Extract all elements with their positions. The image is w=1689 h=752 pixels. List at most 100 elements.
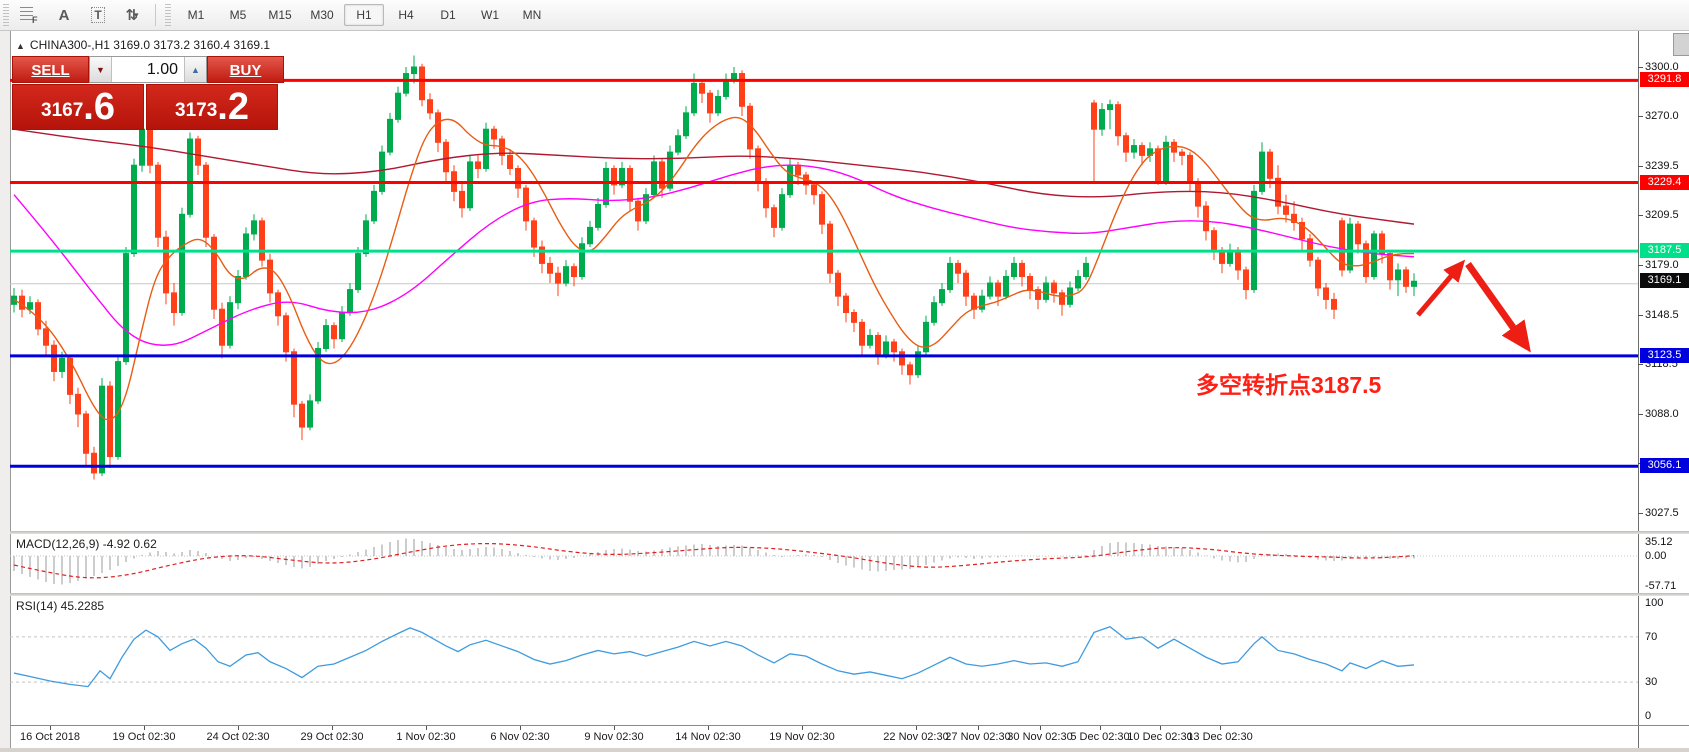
timeframe-button-M1[interactable]: M1 <box>187 8 205 22</box>
timeframe-group: M1 M5 M15 M30 H1 H4 D1 W1 MN <box>175 4 553 26</box>
sell-price-display[interactable]: 3167.6 <box>12 84 144 130</box>
time-tick-mark <box>1220 726 1221 730</box>
label-icon[interactable]: T <box>83 3 113 27</box>
volume-input[interactable] <box>112 57 184 82</box>
collapse-icon[interactable]: ▲ <box>16 41 25 51</box>
toolbar: F A T ⇅ ▾ M1 M5 M15 M30 H1 H4 D1 W1 MN <box>0 0 1689 31</box>
timeframe-button-MN[interactable]: MN <box>522 8 542 22</box>
price-tick-mark <box>1638 414 1643 415</box>
price-level-badge: 3169.1 <box>1640 273 1689 288</box>
time-tick-label: 27 Nov 02:30 <box>945 731 1011 743</box>
toolbar-drag-handle-2[interactable] <box>165 4 171 26</box>
time-tick-mark <box>916 726 917 730</box>
volume-box: ▼ ▲ <box>89 56 207 83</box>
time-tick-mark <box>1160 726 1161 730</box>
macd-label: MACD(12,26,9) -4.92 0.62 <box>16 537 157 551</box>
time-tick-mark <box>238 726 239 730</box>
rsi-label: RSI(14) 45.2285 <box>16 599 105 613</box>
svg-text:F: F <box>32 15 38 24</box>
price-tick-mark <box>1638 116 1643 117</box>
time-tick-mark <box>1100 726 1101 730</box>
text-icon[interactable]: A <box>58 6 70 24</box>
pane-splitter-macd[interactable] <box>10 531 1689 534</box>
time-tick-mark <box>708 726 709 730</box>
time-tick-mark <box>426 726 427 730</box>
window-bottom-edge <box>0 748 1689 752</box>
chevron-down-icon: ▾ <box>134 9 139 20</box>
arrows-icon[interactable]: ⇅ ▾ <box>125 7 139 24</box>
sell-button[interactable]: SELL <box>12 56 89 83</box>
chart-annotation-text: 多空转折点3187.5 <box>1196 372 1382 398</box>
one-click-trade-panel: SELL ▼ ▲ BUY 3167.6 3173.2 <box>12 56 284 130</box>
price-level-badge: 3229.4 <box>1640 175 1689 190</box>
indicator-tick-label: -57.71 <box>1645 580 1677 592</box>
scrollbar-thumb[interactable] <box>1673 33 1689 56</box>
timeframe-button-M30[interactable]: M30 <box>310 8 334 22</box>
indicator-tick-label: 30 <box>1645 676 1658 688</box>
indicator-tick-label: 0 <box>1645 710 1652 722</box>
time-tick-mark <box>520 726 521 730</box>
price-tick-mark <box>1638 315 1643 316</box>
timeframe-button-D1[interactable]: D1 <box>440 8 456 22</box>
time-tick-mark <box>50 726 51 730</box>
price-tick-mark <box>1638 67 1643 68</box>
indicator-tick-label: 70 <box>1645 631 1658 643</box>
price-tick-mark <box>1638 215 1643 216</box>
fibonacci-icon[interactable]: F <box>15 3 45 27</box>
time-tick-label: 1 Nov 02:30 <box>396 731 456 743</box>
price-tick-mark <box>1638 364 1643 365</box>
price-tick-label: 3239.5 <box>1645 160 1679 172</box>
timeframe-button-W1[interactable]: W1 <box>481 8 499 22</box>
time-tick-label: 19 Oct 02:30 <box>112 731 176 743</box>
price-axis-border <box>1638 31 1639 748</box>
symbol-ohlc-text: CHINA300-,H1 3169.0 3173.2 3160.4 3169.1 <box>29 38 271 52</box>
pane-splitter-rsi[interactable] <box>10 593 1689 596</box>
time-tick-label: 30 Nov 02:30 <box>1007 731 1073 743</box>
time-tick-label: 29 Oct 02:30 <box>300 731 364 743</box>
price-tick-label: 3179.0 <box>1645 259 1679 271</box>
buy-button[interactable]: BUY <box>207 56 284 83</box>
price-level-badge: 3123.5 <box>1640 348 1689 363</box>
time-tick-mark <box>614 726 615 730</box>
time-tick-label: 14 Nov 02:30 <box>675 731 741 743</box>
price-level-badge: 3291.8 <box>1640 72 1689 87</box>
left-gutter <box>0 31 11 752</box>
time-tick-label: 13 Dec 02:30 <box>1187 731 1253 743</box>
time-tick-label: 16 Oct 2018 <box>20 731 80 743</box>
price-chart-plot[interactable] <box>10 33 1638 531</box>
toolbar-drag-handle[interactable] <box>3 4 9 26</box>
macd-plot[interactable] <box>10 534 1638 593</box>
indicator-tick-label: 100 <box>1645 597 1664 609</box>
price-level-badge: 3187.5 <box>1640 243 1689 258</box>
price-tick-mark <box>1638 166 1643 167</box>
price-tick-label: 3270.0 <box>1645 110 1679 122</box>
symbol-header: ▲ CHINA300-,H1 3169.0 3173.2 3160.4 3169.… <box>16 38 270 52</box>
time-tick-label: 9 Nov 02:30 <box>584 731 644 743</box>
time-tick-label: 5 Dec 02:30 <box>1070 731 1130 743</box>
time-tick-label: 10 Dec 02:30 <box>1127 731 1193 743</box>
rsi-plot[interactable] <box>10 596 1638 725</box>
price-tick-label: 3300.0 <box>1645 61 1679 73</box>
buy-price-display[interactable]: 3173.2 <box>146 84 278 130</box>
timeframe-button-H4[interactable]: H4 <box>398 8 414 22</box>
time-tick-label: 22 Nov 02:30 <box>883 731 949 743</box>
volume-increase-button[interactable]: ▲ <box>184 57 206 82</box>
time-axis-border <box>10 725 1689 726</box>
volume-decrease-button[interactable]: ▼ <box>90 57 112 82</box>
time-tick-label: 24 Oct 02:30 <box>206 731 270 743</box>
price-tick-label: 3209.5 <box>1645 209 1679 221</box>
price-tick-mark <box>1638 513 1643 514</box>
time-tick-label: 19 Nov 02:30 <box>769 731 835 743</box>
time-tick-mark <box>978 726 979 730</box>
timeframe-button-M5[interactable]: M5 <box>229 8 247 22</box>
price-level-badge: 3056.1 <box>1640 458 1689 473</box>
time-tick-label: 6 Nov 02:30 <box>490 731 550 743</box>
price-tick-label: 3088.0 <box>1645 408 1679 420</box>
indicator-tick-label: 0.00 <box>1645 550 1667 562</box>
timeframe-button-H1[interactable]: H1 <box>344 4 384 26</box>
time-tick-mark <box>1040 726 1041 730</box>
toolbar-separator <box>155 4 156 26</box>
price-tick-mark <box>1638 265 1643 266</box>
timeframe-button-M15[interactable]: M15 <box>268 8 292 22</box>
price-tick-label: 3148.5 <box>1645 309 1679 321</box>
